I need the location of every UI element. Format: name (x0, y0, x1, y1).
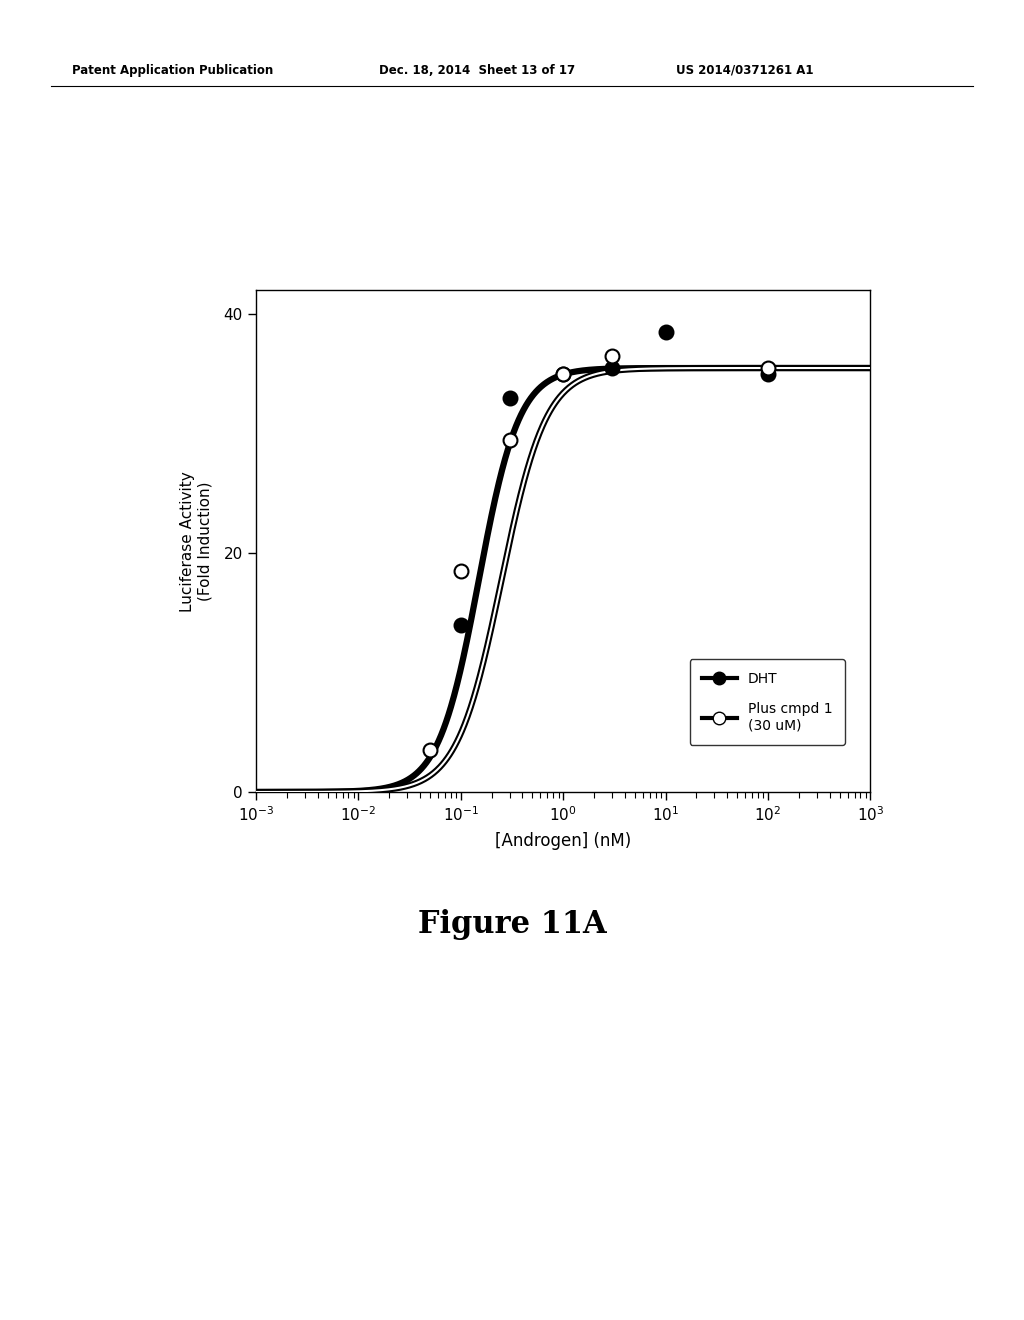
Point (760, 363, 776, 384)
Point (604, 358, 621, 379)
Point (555, 363, 571, 384)
Text: Dec. 18, 2014  Sheet 13 of 17: Dec. 18, 2014 Sheet 13 of 17 (379, 63, 575, 77)
Point (422, 739, 438, 760)
Point (760, 358, 776, 379)
Text: US 2014/0371261 A1: US 2014/0371261 A1 (676, 63, 813, 77)
Point (657, 322, 674, 343)
Legend: DHT, Plus cmpd 1
(30 uM): DHT, Plus cmpd 1 (30 uM) (689, 659, 845, 744)
Point (604, 346, 621, 367)
Point (555, 363, 571, 384)
Y-axis label: Luciferase Activity
(Fold Induction): Luciferase Activity (Fold Induction) (180, 471, 212, 611)
Point (453, 614, 469, 635)
X-axis label: [Androgen] (nM): [Androgen] (nM) (495, 832, 632, 850)
Text: Figure 11A: Figure 11A (418, 908, 606, 940)
Point (453, 561, 469, 582)
Text: Patent Application Publication: Patent Application Publication (72, 63, 273, 77)
Point (502, 429, 518, 450)
Point (502, 387, 518, 408)
